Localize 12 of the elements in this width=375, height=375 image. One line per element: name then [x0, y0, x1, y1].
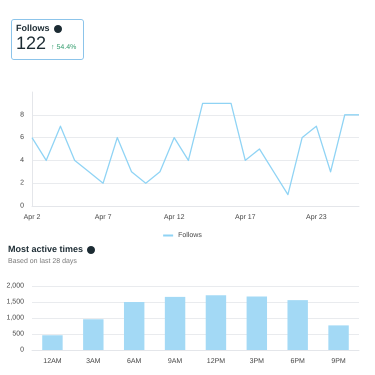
bar	[328, 325, 349, 350]
text: 122	[16, 33, 46, 54]
bar	[124, 302, 144, 350]
bar	[287, 300, 308, 350]
bar	[164, 296, 186, 350]
text: Follows	[16, 23, 50, 33]
chart-title: Most active times	[8, 244, 84, 254]
bar	[206, 295, 226, 350]
line-series	[31, 102, 360, 196]
bar	[83, 319, 104, 350]
bar	[42, 335, 63, 350]
bar	[246, 296, 268, 350]
